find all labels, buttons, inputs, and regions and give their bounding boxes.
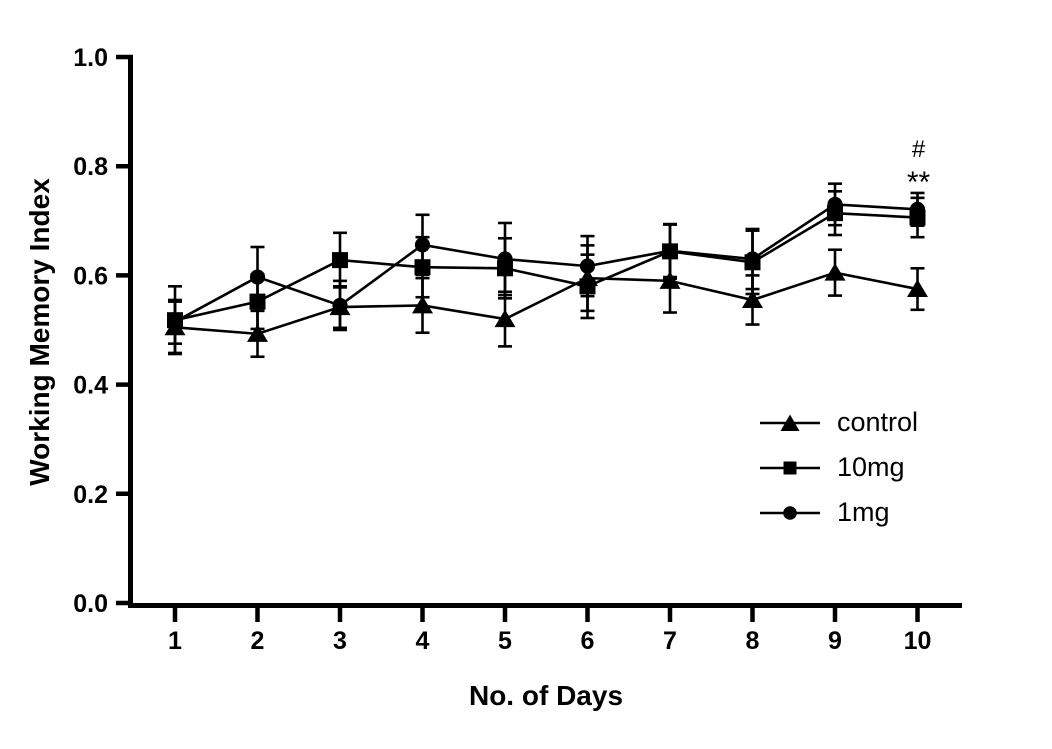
y-tick-label: 0.0 bbox=[73, 590, 108, 618]
series-line bbox=[174, 211, 918, 322]
legend-label: 1mg bbox=[837, 497, 890, 527]
axes bbox=[128, 55, 962, 608]
x-tick-label: 6 bbox=[581, 627, 595, 655]
y-tick-label: 0.4 bbox=[73, 372, 108, 400]
legend-item-10mg: 10mg bbox=[758, 445, 918, 490]
triangle-marker bbox=[494, 309, 516, 328]
series-line bbox=[174, 271, 918, 336]
triangle-marker bbox=[412, 295, 433, 314]
x-tick-label: 3 bbox=[333, 627, 347, 655]
circle-marker bbox=[827, 196, 843, 213]
triangle-marker bbox=[907, 279, 928, 298]
circle-marker bbox=[414, 237, 431, 253]
legend-label: 10mg bbox=[837, 452, 905, 482]
significance-annotation: ** bbox=[907, 166, 931, 199]
circle-marker bbox=[167, 314, 183, 330]
y-tick-label: 0.8 bbox=[73, 153, 108, 181]
x-tick-label: 10 bbox=[904, 627, 932, 655]
circle-icon bbox=[760, 505, 820, 520]
series-1mg bbox=[167, 182, 926, 345]
circle-marker bbox=[332, 297, 348, 314]
legend-label: control bbox=[837, 407, 919, 437]
significance-annotation: # bbox=[912, 136, 926, 163]
series-10mg bbox=[167, 190, 926, 356]
legend-item-control: control bbox=[758, 400, 918, 445]
triangle-marker bbox=[824, 263, 846, 281]
triangle-marker bbox=[659, 271, 681, 289]
y-tick-label: 1.0 bbox=[73, 44, 108, 72]
y-axis-ticks: 0.0 0.2 0.4 0.6 0.8 1.0 bbox=[73, 44, 133, 618]
square-icon bbox=[760, 461, 820, 474]
x-tick-label: 2 bbox=[251, 627, 265, 655]
circle-marker bbox=[744, 251, 761, 267]
circle-marker bbox=[909, 201, 926, 217]
x-tick-label: 7 bbox=[663, 627, 677, 655]
legend-item-1mg: 1mg bbox=[758, 490, 918, 535]
y-tick-label: 0.2 bbox=[73, 481, 108, 509]
x-axis-ticks: 1 2 3 4 5 6 7 8 9 10 bbox=[168, 606, 931, 655]
x-tick-label: 4 bbox=[416, 627, 430, 655]
circle-marker bbox=[579, 258, 596, 274]
x-tick-label: 1 bbox=[168, 627, 182, 655]
square-marker bbox=[332, 252, 348, 269]
x-tick-label: 5 bbox=[498, 627, 512, 655]
legend: control 10mg 1mg bbox=[758, 400, 918, 535]
series-line bbox=[174, 203, 918, 323]
triangle-icon bbox=[760, 414, 820, 431]
circle-marker bbox=[662, 243, 678, 259]
x-tick-label: 9 bbox=[828, 627, 842, 655]
x-axis-title: No. of Days bbox=[468, 680, 624, 711]
triangle-marker bbox=[247, 324, 268, 342]
triangle-marker bbox=[742, 290, 763, 308]
y-tick-label: 0.6 bbox=[73, 262, 108, 290]
y-axis-title: Working Memory Index bbox=[24, 178, 55, 486]
circle-marker bbox=[497, 251, 513, 267]
circle-marker bbox=[249, 269, 266, 285]
x-tick-label: 8 bbox=[746, 627, 760, 655]
